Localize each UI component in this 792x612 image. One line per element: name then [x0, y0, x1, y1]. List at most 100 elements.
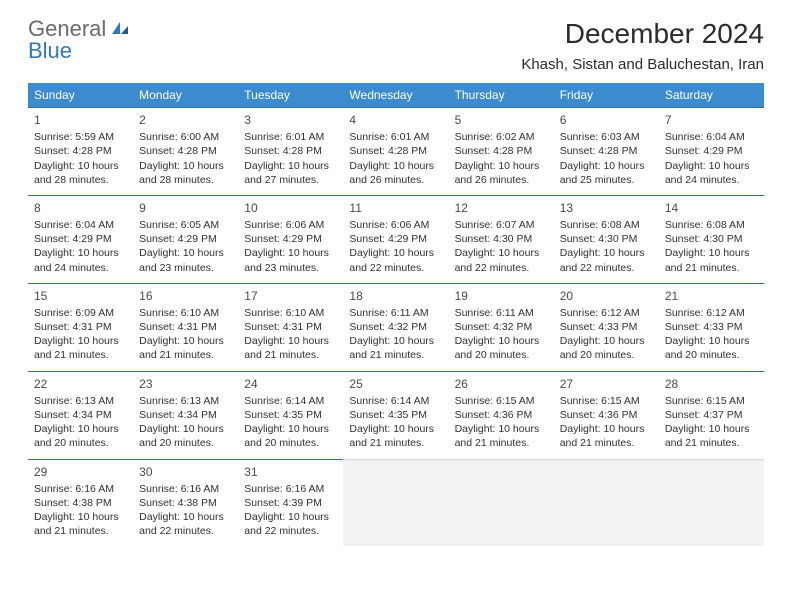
daylight-text: Daylight: 10 hours and 21 minutes. [34, 334, 127, 362]
sunset-text: Sunset: 4:29 PM [34, 232, 127, 246]
sunrise-text: Sunrise: 6:11 AM [455, 306, 548, 320]
calendar-body: 1Sunrise: 5:59 AMSunset: 4:28 PMDaylight… [28, 108, 764, 547]
sunrise-text: Sunrise: 6:15 AM [665, 394, 758, 408]
calendar-day-cell: 13Sunrise: 6:08 AMSunset: 4:30 PMDayligh… [554, 195, 659, 283]
calendar-day-cell [343, 459, 448, 546]
calendar-day-cell: 29Sunrise: 6:16 AMSunset: 4:38 PMDayligh… [28, 459, 133, 546]
sunset-text: Sunset: 4:28 PM [349, 144, 442, 158]
sunset-text: Sunset: 4:29 PM [139, 232, 232, 246]
daylight-text: Daylight: 10 hours and 24 minutes. [34, 246, 127, 274]
day-number: 12 [455, 200, 548, 216]
sunset-text: Sunset: 4:29 PM [349, 232, 442, 246]
logo: General Blue [28, 18, 130, 62]
calendar-day-cell: 3Sunrise: 6:01 AMSunset: 4:28 PMDaylight… [238, 108, 343, 196]
calendar-day-cell: 15 Sunrise: 6:09 AMSunset: 4:31 PMDayligh… [28, 283, 133, 371]
sunset-text: Sunset: 4:28 PM [244, 144, 337, 158]
daylight-text: Daylight: 10 hours and 25 minutes. [560, 159, 653, 187]
daylight-text: Daylight: 10 hours and 20 minutes. [665, 334, 758, 362]
sunrise-text: Sunrise: 6:10 AM [244, 306, 337, 320]
sunrise-text: Sunrise: 6:03 AM [560, 130, 653, 144]
daylight-text: Daylight: 10 hours and 20 minutes. [139, 422, 232, 450]
sunset-text: Sunset: 4:35 PM [349, 408, 442, 422]
calendar-day-cell: 19Sunrise: 6:11 AMSunset: 4:32 PMDayligh… [449, 283, 554, 371]
day-number: 7 [665, 112, 758, 128]
logo-sail-icon [110, 20, 130, 39]
day-number: 14 [665, 200, 758, 216]
sunrise-text: Sunrise: 6:04 AM [34, 218, 127, 232]
day-number: 5 [455, 112, 548, 128]
daylight-text: Daylight: 10 hours and 22 minutes. [244, 510, 337, 538]
calendar-day-cell: 4Sunrise: 6:01 AMSunset: 4:28 PMDaylight… [343, 108, 448, 196]
calendar-day-cell [449, 459, 554, 546]
calendar-day-cell: 8Sunrise: 6:04 AMSunset: 4:29 PMDaylight… [28, 195, 133, 283]
sunset-text: Sunset: 4:36 PM [560, 408, 653, 422]
sunrise-text: Sunrise: 6:07 AM [455, 218, 548, 232]
sunset-text: Sunset: 4:31 PM [34, 320, 127, 334]
daylight-text: Daylight: 10 hours and 26 minutes. [455, 159, 548, 187]
calendar-day-cell: 22Sunrise: 6:13 AMSunset: 4:34 PMDayligh… [28, 371, 133, 459]
calendar-day-cell: 10Sunrise: 6:06 AMSunset: 4:29 PMDayligh… [238, 195, 343, 283]
day-number: 22 [34, 376, 127, 392]
sunset-text: Sunset: 4:39 PM [244, 496, 337, 510]
day-number: 17 [244, 288, 337, 304]
day-number: 31 [244, 464, 337, 480]
col-friday: Friday [554, 83, 659, 108]
sunset-text: Sunset: 4:38 PM [34, 496, 127, 510]
day-number: 10 [244, 200, 337, 216]
col-monday: Monday [133, 83, 238, 108]
daylight-text: Daylight: 10 hours and 21 minutes. [244, 334, 337, 362]
day-number: 23 [139, 376, 232, 392]
col-thursday: Thursday [449, 83, 554, 108]
sunrise-text: Sunrise: 6:08 AM [560, 218, 653, 232]
sunset-text: Sunset: 4:36 PM [455, 408, 548, 422]
calendar-header-row: Sunday Monday Tuesday Wednesday Thursday… [28, 83, 764, 108]
day-number: 21 [665, 288, 758, 304]
sunset-text: Sunset: 4:32 PM [455, 320, 548, 334]
sunrise-text: Sunrise: 6:14 AM [244, 394, 337, 408]
day-number: 18 [349, 288, 442, 304]
calendar-day-cell: 28Sunrise: 6:15 AMSunset: 4:37 PMDayligh… [659, 371, 764, 459]
day-number: 15 [34, 288, 127, 304]
calendar-day-cell: 23Sunrise: 6:13 AMSunset: 4:34 PMDayligh… [133, 371, 238, 459]
day-number: 26 [455, 376, 548, 392]
daylight-text: Daylight: 10 hours and 28 minutes. [34, 159, 127, 187]
sunset-text: Sunset: 4:30 PM [665, 232, 758, 246]
sunset-text: Sunset: 4:32 PM [349, 320, 442, 334]
calendar-day-cell: 18Sunrise: 6:11 AMSunset: 4:32 PMDayligh… [343, 283, 448, 371]
sunset-text: Sunset: 4:33 PM [665, 320, 758, 334]
day-number: 3 [244, 112, 337, 128]
daylight-text: Daylight: 10 hours and 26 minutes. [349, 159, 442, 187]
col-saturday: Saturday [659, 83, 764, 108]
sunset-text: Sunset: 4:28 PM [560, 144, 653, 158]
calendar-day-cell: 9Sunrise: 6:05 AMSunset: 4:29 PMDaylight… [133, 195, 238, 283]
calendar-day-cell: 26Sunrise: 6:15 AMSunset: 4:36 PMDayligh… [449, 371, 554, 459]
sunrise-text: Sunrise: 6:06 AM [349, 218, 442, 232]
col-tuesday: Tuesday [238, 83, 343, 108]
calendar-day-cell: 2Sunrise: 6:00 AMSunset: 4:28 PMDaylight… [133, 108, 238, 196]
day-number: 24 [244, 376, 337, 392]
calendar-week-row: 15Sunrise: 6:09 AMSunset: 4:31 PMDayligh… [28, 283, 764, 371]
sunrise-text: Sunrise: 6:02 AM [455, 130, 548, 144]
daylight-text: Daylight: 10 hours and 21 minutes. [349, 334, 442, 362]
calendar-day-cell: 5Sunrise: 6:02 AMSunset: 4:28 PMDaylight… [449, 108, 554, 196]
sunrise-text: Sunrise: 6:09 AM [34, 306, 127, 320]
calendar-day-cell: 21Sunrise: 6:12 AMSunset: 4:33 PMDayligh… [659, 283, 764, 371]
sunset-text: Sunset: 4:33 PM [560, 320, 653, 334]
daylight-text: Daylight: 10 hours and 23 minutes. [139, 246, 232, 274]
calendar-week-row: 1Sunrise: 5:59 AMSunset: 4:28 PMDaylight… [28, 108, 764, 196]
daylight-text: Daylight: 10 hours and 20 minutes. [244, 422, 337, 450]
day-number: 1 [34, 112, 127, 128]
logo-text-blue: Blue [28, 40, 130, 62]
sunset-text: Sunset: 4:29 PM [665, 144, 758, 158]
day-number: 20 [560, 288, 653, 304]
calendar-day-cell: 27Sunrise: 6:15 AMSunset: 4:36 PMDayligh… [554, 371, 659, 459]
calendar-day-cell: 24Sunrise: 6:14 AMSunset: 4:35 PMDayligh… [238, 371, 343, 459]
calendar-day-cell [554, 459, 659, 546]
sunset-text: Sunset: 4:29 PM [244, 232, 337, 246]
sunset-text: Sunset: 4:31 PM [244, 320, 337, 334]
title-block: December 2024 Khash, Sistan and Baluches… [521, 18, 764, 73]
sunset-text: Sunset: 4:30 PM [455, 232, 548, 246]
calendar-table: Sunday Monday Tuesday Wednesday Thursday… [28, 83, 764, 546]
calendar-week-row: 8Sunrise: 6:04 AMSunset: 4:29 PMDaylight… [28, 195, 764, 283]
daylight-text: Daylight: 10 hours and 21 minutes. [455, 422, 548, 450]
